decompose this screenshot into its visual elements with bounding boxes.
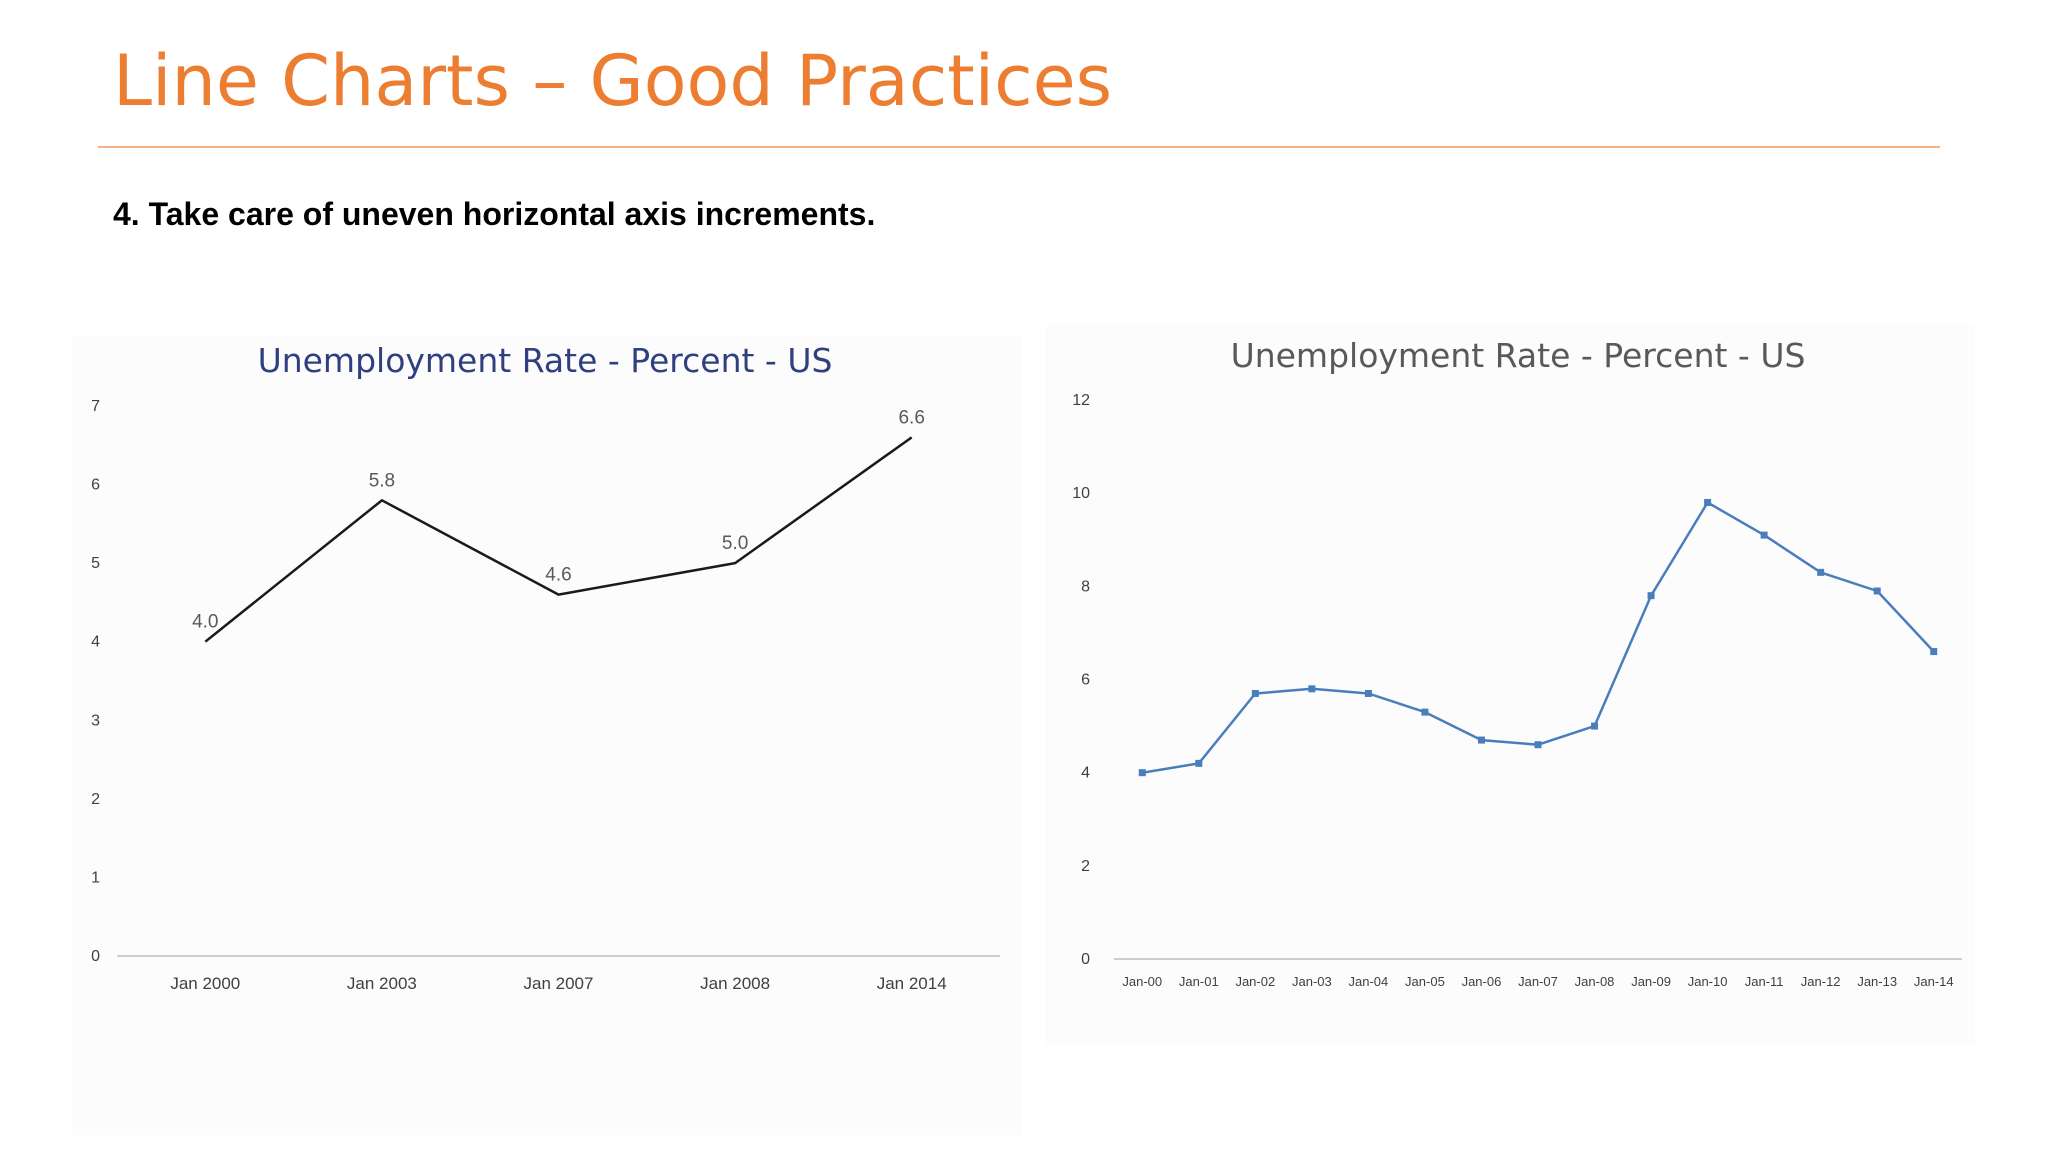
x-tick-label: Jan-12 xyxy=(1801,974,1841,989)
x-tick-label: Jan 2003 xyxy=(347,974,417,993)
x-tick-label: Jan-03 xyxy=(1292,974,1332,989)
x-tick-label: Jan-05 xyxy=(1405,974,1445,989)
data-label: 5.8 xyxy=(369,470,395,491)
chart-panel-right xyxy=(1045,325,1975,1045)
x-tick-label: Jan-07 xyxy=(1518,974,1558,989)
x-tick-label: Jan-02 xyxy=(1235,974,1275,989)
data-label: 5.0 xyxy=(722,533,748,554)
y-tick-label: 0 xyxy=(1081,951,1090,968)
data-point-marker xyxy=(1760,531,1768,539)
x-tick-label: Jan 2014 xyxy=(877,974,947,993)
x-tick-label: Jan 2000 xyxy=(170,974,240,993)
x-tick-label: Jan-14 xyxy=(1914,974,1954,989)
chart-title: Unemployment Rate - Percent - US xyxy=(258,341,833,380)
data-point-marker xyxy=(1873,587,1881,595)
chart-panel-left xyxy=(72,335,1022,1135)
y-tick-label: 1 xyxy=(91,869,100,886)
x-tick-label: Jan-04 xyxy=(1349,974,1389,989)
x-tick-label: Jan-06 xyxy=(1462,974,1502,989)
y-tick-label: 4 xyxy=(1081,765,1090,782)
y-tick-label: 8 xyxy=(1081,578,1090,595)
data-label: 6.6 xyxy=(898,407,924,428)
slide-title: Line Charts – Good Practices xyxy=(113,40,1113,122)
chart-title: Unemployment Rate - Percent - US xyxy=(1231,336,1806,375)
y-tick-label: 6 xyxy=(1081,672,1090,689)
data-label: 4.6 xyxy=(545,565,571,586)
data-label: 4.0 xyxy=(192,612,218,633)
x-tick-label: Jan-00 xyxy=(1122,974,1162,989)
y-tick-label: 6 xyxy=(91,477,100,494)
data-point-marker xyxy=(1534,741,1542,749)
y-tick-label: 2 xyxy=(91,791,100,808)
data-point-marker xyxy=(1195,759,1203,767)
y-tick-label: 2 xyxy=(1081,858,1090,875)
series-line xyxy=(1142,501,1935,774)
y-tick-label: 4 xyxy=(91,634,100,651)
x-tick-label: Jan-13 xyxy=(1857,974,1897,989)
data-point-marker xyxy=(1251,689,1259,697)
title-divider xyxy=(98,146,1940,148)
y-tick-label: 0 xyxy=(91,948,100,965)
data-point-marker xyxy=(1308,685,1316,693)
slide-subtitle: 4. Take care of uneven horizontal axis i… xyxy=(113,196,876,232)
data-point-marker xyxy=(1647,592,1655,600)
series-line xyxy=(204,436,913,643)
y-tick-label: 3 xyxy=(91,712,100,729)
y-tick-label: 12 xyxy=(1072,392,1090,409)
x-tick-label: Jan-11 xyxy=(1745,974,1784,989)
data-point-marker xyxy=(1591,722,1599,730)
y-tick-label: 7 xyxy=(91,398,100,415)
y-tick-label: 10 xyxy=(1072,485,1090,502)
data-point-marker xyxy=(1930,648,1938,656)
data-point-marker xyxy=(1138,769,1146,777)
data-point-marker xyxy=(1364,689,1372,697)
data-point-marker xyxy=(1704,498,1712,506)
data-point-marker xyxy=(1421,708,1429,716)
x-tick-label: Jan 2008 xyxy=(700,974,770,993)
y-tick-label: 5 xyxy=(91,555,100,572)
x-tick-label: Jan 2007 xyxy=(524,974,594,993)
data-point-marker xyxy=(1817,568,1825,576)
data-point-marker xyxy=(1477,736,1485,744)
x-tick-label: Jan-10 xyxy=(1688,974,1728,989)
x-tick-label: Jan-08 xyxy=(1575,974,1615,989)
x-tick-label: Jan-01 xyxy=(1179,974,1219,989)
x-tick-label: Jan-09 xyxy=(1631,974,1671,989)
